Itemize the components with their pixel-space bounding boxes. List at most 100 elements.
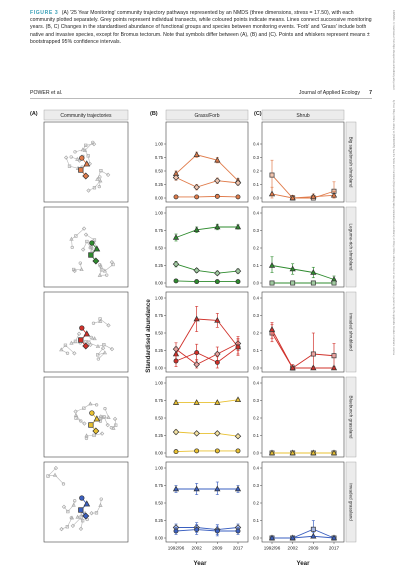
point-b-3-1-1 — [193, 430, 200, 437]
transect-point — [99, 268, 104, 272]
transect-point — [79, 515, 83, 519]
transect-point — [94, 511, 99, 515]
point-b-4-2-1 — [194, 527, 200, 533]
point-c-2-0-3 — [331, 353, 337, 359]
point-c-3-1-3 — [330, 449, 338, 456]
col-title-c: Shrub — [296, 113, 310, 119]
panel-a-row-3-frame — [43, 376, 129, 458]
point-b-2-2-1 — [194, 350, 200, 356]
series-line-b-2-0 — [175, 318, 239, 355]
series-line-b-3-2 — [175, 450, 238, 453]
mean-point-0-1 — [83, 160, 91, 167]
col-title-a: Community trajectories — [60, 113, 112, 119]
mean-point-4-2 — [78, 507, 84, 513]
transect-point — [98, 175, 102, 179]
series-line-b-3-0 — [176, 399, 239, 404]
xtick-label-b-2: 2009 — [212, 546, 223, 551]
transect-point — [102, 343, 106, 347]
point-b-2-2-0 — [173, 358, 179, 364]
ytick-label-b-1-2: 0.50 — [155, 246, 164, 251]
mean-point-4-0 — [79, 495, 85, 501]
panel-label-b: (B) — [150, 111, 158, 117]
transect-point — [73, 499, 77, 503]
mean-point-2-2 — [78, 337, 84, 343]
panel-b-row-3-frame — [165, 376, 249, 458]
transect-point — [95, 176, 100, 181]
point-c-4-1-2 — [310, 532, 317, 539]
strip-b-header — [165, 109, 249, 121]
transect-point — [99, 169, 103, 173]
transect-point — [88, 246, 92, 250]
mean-point-4-3 — [82, 512, 90, 520]
mean-point-0-2 — [78, 167, 84, 173]
transect-point — [99, 431, 105, 436]
point-b-1-2-3 — [235, 279, 241, 285]
x-axis-title-b: Year — [193, 560, 207, 567]
transect-point — [65, 351, 70, 355]
point-b-0-2-3 — [235, 194, 241, 200]
transect-point — [79, 419, 83, 423]
transect-point — [84, 433, 89, 438]
transect-point — [78, 526, 84, 532]
transect-point — [94, 403, 99, 407]
side-doi-text: 13652664, 0, Downloaded from https://bes… — [392, 10, 395, 90]
point-b-4-0-1 — [193, 485, 200, 492]
mean-path — [80, 327, 88, 347]
transect-point — [73, 409, 78, 414]
ytick-label-c-1-2: 0.2 — [253, 246, 259, 251]
point-b-3-0-0 — [172, 399, 180, 405]
transect-path — [71, 228, 85, 248]
series-line-b-4-2 — [175, 529, 238, 532]
transect-point — [85, 239, 89, 244]
point-c-3-1-1 — [289, 449, 296, 456]
mean-point-3-1 — [93, 415, 101, 422]
mean-point-2-1 — [83, 330, 91, 337]
point-b-0-1-0 — [172, 174, 180, 181]
mean-point-3-3 — [92, 427, 100, 435]
transect-path — [85, 234, 97, 250]
row-label-4: Invaded grassland — [348, 483, 353, 521]
panel-c-row-0-frame — [261, 121, 345, 203]
point-c-2-1-3 — [330, 364, 338, 371]
point-b-3-2-3 — [235, 448, 241, 454]
ytick-label-b-0-0: 0.00 — [155, 196, 164, 201]
series-line-b-2-2 — [175, 346, 239, 363]
transect-path — [74, 143, 95, 153]
row-strip-3 — [345, 376, 357, 458]
point-b-4-2-2 — [214, 528, 220, 534]
transect-point — [98, 263, 102, 267]
transect-point — [92, 186, 97, 190]
transect-path — [71, 333, 81, 344]
ytick-label-c-2-1: 0.1 — [253, 348, 259, 353]
transect-point — [61, 482, 66, 486]
series-line-b-3-1 — [175, 431, 239, 437]
point-b-3-1-2 — [214, 430, 221, 437]
transect-point — [98, 318, 103, 323]
series-line-b-1-0 — [175, 226, 238, 238]
transect-point — [69, 236, 74, 241]
point-b-3-0-1 — [193, 399, 200, 405]
point-b-3-1-3 — [234, 432, 242, 440]
point-c-1-1-2 — [310, 280, 316, 286]
point-b-4-0-0 — [172, 485, 180, 492]
transect-point — [74, 416, 78, 420]
transect-point — [95, 343, 101, 348]
mean-point-4-1 — [83, 500, 91, 507]
point-c-1-1-0 — [269, 280, 275, 286]
transect-path — [77, 513, 83, 529]
transect-point — [69, 155, 73, 159]
row-label-2: Invaded shrubland — [348, 313, 353, 351]
transect-point — [70, 523, 76, 529]
point-b-2-0-1 — [193, 315, 200, 322]
transect-path — [91, 499, 102, 514]
ytick-label-b-1-0: 0.00 — [155, 281, 164, 286]
point-b-2-0-2 — [214, 316, 221, 323]
point-c-1-1-3 — [331, 280, 337, 286]
point-b-4-2-3 — [235, 528, 241, 534]
figure-caption: FIGURE 3 (A) '25 Year Monitoring' commun… — [30, 10, 380, 46]
point-b-3-0-3 — [234, 396, 242, 403]
point-c-0-1-2 — [310, 193, 317, 199]
mean-path — [90, 242, 98, 262]
xtick-label-c-1: 2002 — [288, 546, 299, 551]
mean-point-3-0 — [89, 410, 95, 416]
